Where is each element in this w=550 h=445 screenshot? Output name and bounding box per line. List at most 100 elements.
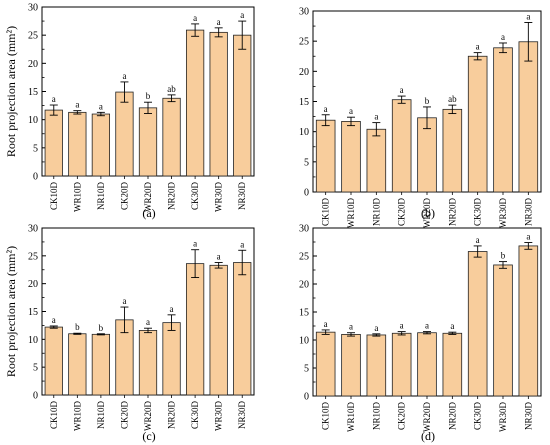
significance-letter: a	[193, 13, 197, 23]
y-tick-label: 20	[28, 279, 38, 290]
bar	[138, 330, 158, 396]
bar	[162, 97, 181, 177]
significance-letter: ab	[167, 84, 176, 94]
panel-label: (b)	[421, 206, 435, 220]
bar	[209, 31, 228, 177]
significance-letter: a	[526, 11, 530, 21]
significance-letter: a	[450, 321, 454, 331]
significance-letter: b	[75, 322, 80, 332]
x-tick-label: CK10D	[321, 402, 331, 431]
y-tick-label: 0	[33, 391, 38, 402]
significance-letter: a	[400, 85, 404, 95]
significance-letter: b	[425, 96, 430, 106]
bar	[138, 107, 158, 177]
x-tick-label: WR10D	[72, 182, 82, 212]
bar	[233, 34, 252, 177]
panel-label: (a)	[142, 206, 155, 220]
significance-letter: b	[99, 323, 104, 333]
bar	[209, 264, 228, 396]
y-tick-label: 25	[28, 31, 38, 42]
x-tick-label: NR10D	[96, 401, 106, 430]
x-tick-label: CK10D	[49, 182, 59, 211]
significance-letter: b	[501, 251, 506, 261]
bar	[518, 41, 539, 193]
x-tick-label: NR10D	[96, 182, 106, 211]
y-tick-label: 5	[33, 363, 38, 374]
bar	[366, 334, 387, 397]
y-axis-title: Root projection area (mm²)	[4, 26, 18, 157]
y-tick-label: 0	[33, 172, 38, 183]
x-tick-label: WR20D	[143, 182, 153, 212]
bar	[493, 47, 513, 193]
significance-letter: a	[324, 104, 328, 114]
bar	[467, 251, 488, 397]
y-axis-title: Root projection area (mm²)	[4, 246, 18, 377]
y-tick-label: 25	[299, 252, 309, 263]
x-tick-label: CK10D	[49, 401, 59, 430]
bar	[91, 333, 111, 396]
significance-letter: a	[425, 321, 429, 331]
x-tick-label: WR20D	[422, 198, 432, 228]
bar	[493, 264, 513, 397]
panel-label: (c)	[142, 429, 155, 443]
significance-letter: a	[526, 232, 530, 242]
x-tick-label: WR30D	[214, 182, 224, 212]
panel-d: 0 5 10 15 20 25 30 a CK10D a WR10D a NR10D a CK20D a WR2…	[299, 224, 542, 443]
y-tick-label: 30	[28, 224, 38, 235]
y-tick-label: 30	[28, 3, 38, 14]
significance-letter: a	[349, 322, 353, 332]
x-tick-label: NR20D	[167, 401, 177, 430]
bar	[68, 333, 87, 396]
x-tick-label: NR20D	[447, 198, 457, 227]
x-tick-label: WR20D	[143, 401, 153, 431]
x-tick-label: WR30D	[498, 402, 508, 432]
bar	[442, 108, 463, 193]
bar	[185, 263, 205, 396]
bar	[68, 111, 87, 177]
significance-letter: a	[349, 106, 353, 116]
x-tick-label: CK30D	[473, 402, 483, 431]
y-tick-label: 10	[299, 336, 309, 347]
x-tick-label: NR20D	[447, 402, 457, 431]
bar	[44, 109, 63, 177]
significance-letter: a	[217, 252, 221, 262]
bar	[518, 245, 539, 397]
x-tick-label: NR30D	[237, 401, 247, 430]
y-tick-label: 0	[304, 188, 309, 199]
significance-letter: a	[122, 296, 126, 306]
significance-letter: a	[476, 235, 480, 245]
significance-letter: a	[122, 71, 126, 81]
y-tick-label: 15	[28, 307, 38, 318]
y-tick-label: 0	[304, 392, 309, 403]
y-tick-label: 15	[299, 97, 309, 108]
bar	[44, 326, 63, 396]
y-tick-label: 30	[299, 224, 309, 235]
x-tick-label: WR10D	[72, 401, 82, 431]
bar	[185, 29, 205, 177]
bar	[442, 332, 463, 397]
significance-letter: a	[75, 100, 79, 110]
y-tick-label: 25	[299, 37, 309, 48]
significance-letter: a	[501, 32, 505, 42]
y-tick-label: 5	[304, 157, 309, 168]
x-tick-label: WR20D	[422, 402, 432, 432]
x-tick-label: CK20D	[119, 401, 129, 430]
significance-letter: a	[193, 239, 197, 249]
significance-letter: a	[52, 94, 56, 104]
y-tick-label: 20	[28, 59, 38, 70]
y-tick-label: 20	[299, 280, 309, 291]
significance-letter: a	[240, 10, 244, 20]
significance-letter: a	[476, 42, 480, 52]
significance-letter: a	[374, 323, 378, 333]
x-tick-label: WR30D	[498, 198, 508, 228]
panel-b: 0 5 10 15 20 25 30 a CK10D a WR10D a NR10D a CK20D b WR2…	[299, 7, 542, 228]
bar	[233, 262, 252, 396]
x-tick-label: NR20D	[167, 182, 177, 211]
x-tick-label: CK20D	[397, 198, 407, 227]
significance-letter: a	[146, 317, 150, 327]
bar	[315, 119, 336, 193]
significance-letter: a	[400, 321, 404, 331]
significance-letter: a	[374, 112, 378, 122]
significance-letter: ab	[448, 94, 457, 104]
